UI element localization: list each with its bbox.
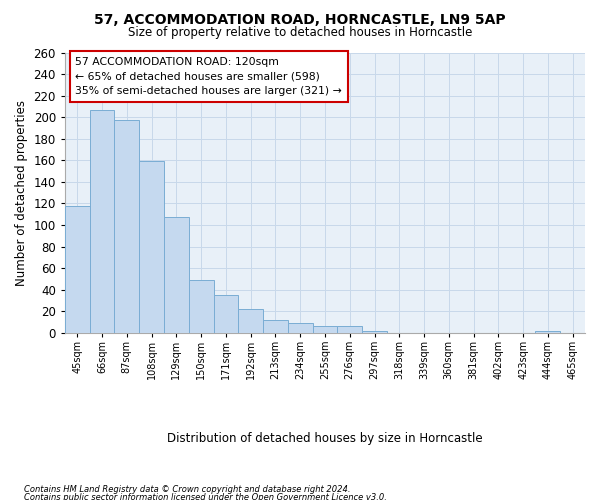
Bar (263, 320, 288, 333)
Y-axis label: Number of detached properties: Number of detached properties (15, 100, 28, 286)
Text: Size of property relative to detached houses in Horncastle: Size of property relative to detached ho… (128, 26, 472, 39)
Bar (535, 330, 560, 333)
Bar (214, 295, 238, 333)
Text: Contains HM Land Registry data © Crown copyright and database right 2024.: Contains HM Land Registry data © Crown c… (24, 485, 350, 494)
Text: 57 ACCOMMODATION ROAD: 120sqm
← 65% of detached houses are smaller (598)
35% of : 57 ACCOMMODATION ROAD: 120sqm ← 65% of d… (76, 56, 342, 96)
Bar (164, 218, 189, 333)
Bar (139, 162, 164, 333)
Text: 57, ACCOMMODATION ROAD, HORNCASTLE, LN9 5AP: 57, ACCOMMODATION ROAD, HORNCASTLE, LN9 … (94, 12, 506, 26)
Bar (238, 309, 263, 333)
Bar (362, 330, 387, 333)
X-axis label: Distribution of detached houses by size in Horncastle: Distribution of detached houses by size … (167, 432, 483, 445)
Bar (313, 326, 337, 333)
Bar (65, 206, 90, 333)
Text: Contains public sector information licensed under the Open Government Licence v3: Contains public sector information licen… (24, 494, 387, 500)
Bar (115, 120, 139, 333)
Bar (288, 323, 313, 333)
Bar (90, 110, 115, 333)
Bar (337, 326, 362, 333)
Bar (189, 280, 214, 333)
